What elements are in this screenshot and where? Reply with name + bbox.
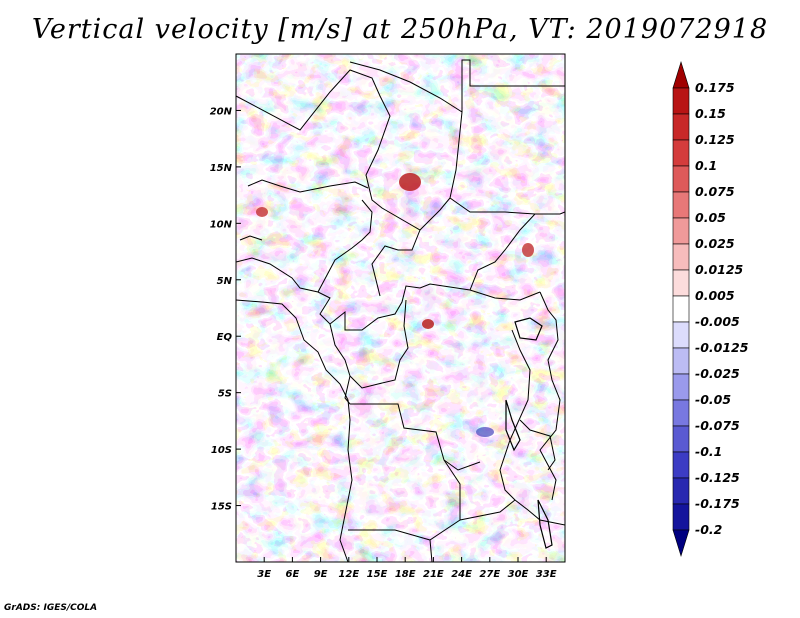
x-tick-label: 27E xyxy=(479,569,500,580)
x-tick-label: 15E xyxy=(367,569,388,580)
colorbar-label: 0.0125 xyxy=(695,262,744,277)
colorbar-label: -0.005 xyxy=(695,314,740,329)
credit-label: GrADS: IGES/COLA xyxy=(4,603,98,613)
colorbar-label: -0.025 xyxy=(695,366,740,381)
colorbar-swatch xyxy=(672,87,690,115)
colorbar-swatch xyxy=(672,529,690,558)
colorbar-label: -0.125 xyxy=(695,470,740,485)
colorbar-label: 0.05 xyxy=(695,210,726,225)
y-tick-label: 10S xyxy=(211,445,232,456)
colorbar-swatch xyxy=(672,321,690,349)
colorbar-label: -0.175 xyxy=(695,496,740,511)
x-tick-label: 6E xyxy=(286,569,300,580)
colorbar-label: 0.005 xyxy=(695,288,735,303)
colorbar-label: -0.075 xyxy=(695,418,740,433)
x-tick-label: 3E xyxy=(257,569,271,580)
colorbar-label: 0.1 xyxy=(695,158,717,173)
x-tick-label: 12E xyxy=(338,569,359,580)
x-tick-label: 24E xyxy=(451,569,472,580)
colorbar-swatch xyxy=(672,60,690,89)
colorbar-label: 0.15 xyxy=(695,106,726,121)
colorbar-label: 0.075 xyxy=(695,184,735,199)
colorbar-swatch xyxy=(672,347,690,375)
x-tick-label: 18E xyxy=(395,569,416,580)
colorbar-label: -0.2 xyxy=(695,522,722,537)
x-tick-label: 9E xyxy=(314,569,328,580)
y-axis-ticks: 20N 15N 10N 5N EQ 5S 10S 15S xyxy=(210,106,241,513)
x-tick-label: 30E xyxy=(508,569,529,580)
colorbar-label: -0.1 xyxy=(695,444,722,459)
colorbar-label: -0.0125 xyxy=(695,340,749,355)
y-tick-label: EQ xyxy=(217,332,233,343)
colorbar-swatch xyxy=(672,113,690,141)
y-tick-label: 10N xyxy=(210,219,233,230)
colorbar-swatch xyxy=(672,399,690,427)
colorbar-swatch xyxy=(672,477,690,505)
colorbar-label: -0.05 xyxy=(695,392,731,407)
colorbar-swatch xyxy=(672,139,690,167)
colorbar-swatch xyxy=(672,451,690,479)
colorbar-swatch xyxy=(672,165,690,193)
map-frame xyxy=(235,53,566,563)
colorbar-swatch xyxy=(672,295,690,323)
colorbar-swatch xyxy=(672,503,690,531)
colorbar-label: 0.175 xyxy=(695,80,735,95)
y-tick-label: 20N xyxy=(210,106,233,117)
y-tick-label: 5N xyxy=(217,276,233,287)
y-tick-label: 15S xyxy=(211,502,232,513)
x-axis-ticks: 3E 6E 9E 12E 15E 18E 21E 24E 27E 30E 33E xyxy=(257,557,557,580)
colorbar-swatch xyxy=(672,191,690,219)
colorbar-label: 0.125 xyxy=(695,132,735,147)
colorbar-swatch xyxy=(672,373,690,401)
y-tick-label: 15N xyxy=(210,163,233,174)
colorbar-label: 0.025 xyxy=(695,236,735,251)
x-tick-label: 21E xyxy=(423,569,444,580)
map-field xyxy=(236,54,565,562)
borders xyxy=(236,59,565,562)
chart-title: Vertical velocity [m/s] at 250hPa, VT: 2… xyxy=(31,14,769,45)
x-tick-label: 33E xyxy=(536,569,557,580)
y-tick-label: 5S xyxy=(218,389,232,400)
colorbar-swatch xyxy=(672,425,690,453)
colorbar-swatch xyxy=(672,217,690,245)
colorbar-swatch xyxy=(672,243,690,271)
colorbar-swatch xyxy=(672,269,690,297)
